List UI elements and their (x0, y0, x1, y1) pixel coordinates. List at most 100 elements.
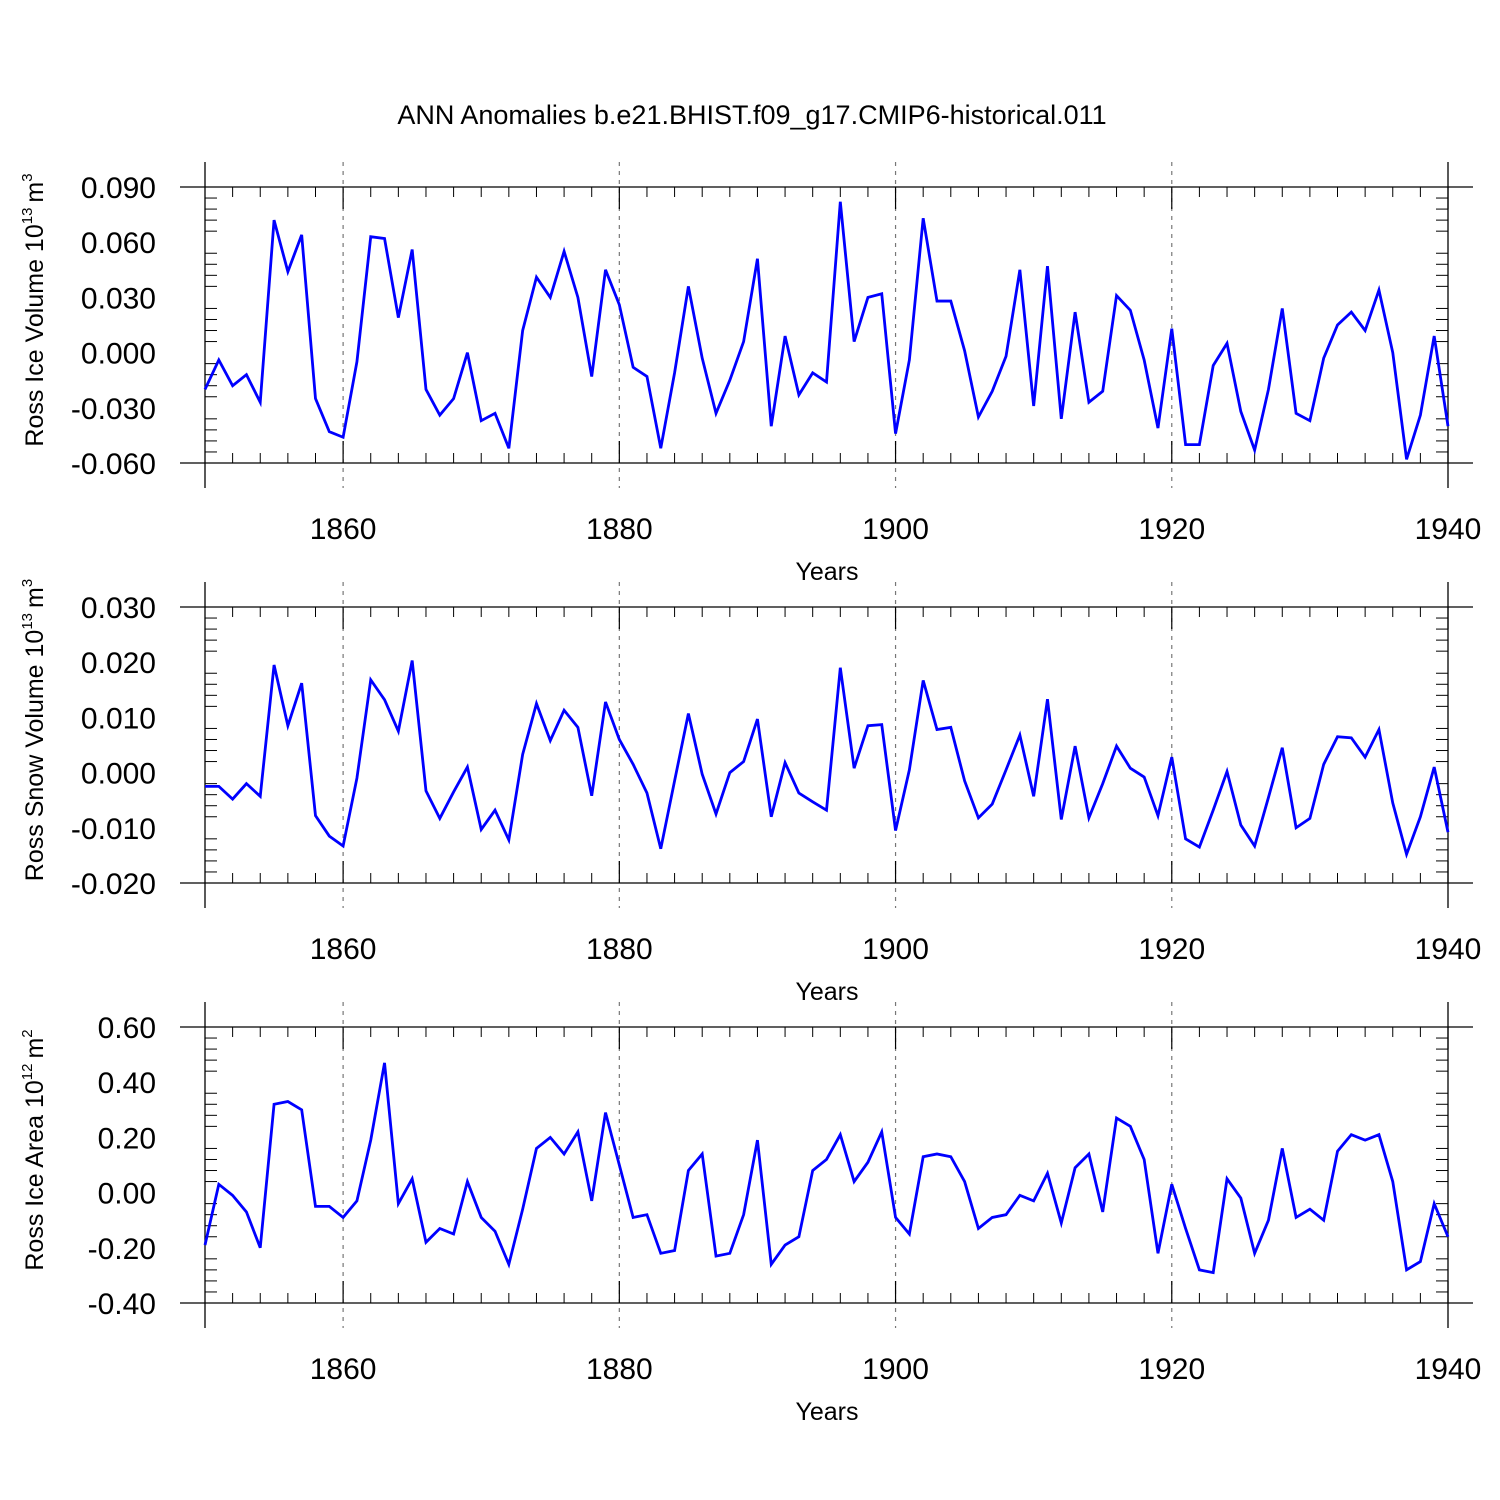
data-point (494, 412, 496, 414)
data-point (1005, 355, 1007, 357)
data-point (881, 723, 883, 725)
x-axis-label: Years (795, 1398, 858, 1426)
data-point (1212, 364, 1214, 366)
data-point (867, 296, 869, 298)
data-point (1364, 329, 1366, 331)
data-point (798, 394, 800, 396)
data-point (1392, 802, 1394, 804)
data-point (1184, 443, 1186, 445)
data-point (618, 304, 620, 306)
data-point (218, 1183, 220, 1185)
data-point (411, 659, 413, 661)
data-point (1253, 845, 1255, 847)
data-point (591, 795, 593, 797)
data-point (397, 1202, 399, 1204)
data-point (1240, 824, 1242, 826)
data-point (549, 296, 551, 298)
y-axis-unit-power: 3 (19, 579, 36, 587)
data-point (936, 728, 938, 730)
data-point (825, 1158, 827, 1160)
data-point (577, 726, 579, 728)
y-tick-label: -0.010 (71, 813, 156, 846)
y-axis-unit-base: 10 (21, 224, 49, 252)
data-point (922, 1156, 924, 1158)
y-tick-label: 0.40 (98, 1067, 156, 1100)
data-point (1226, 1178, 1228, 1180)
data-point (894, 829, 896, 831)
data-point (1198, 846, 1200, 848)
data-point (1350, 311, 1352, 313)
y-axis-unit-exponent: 13 (19, 613, 36, 630)
data-point (1046, 698, 1048, 700)
data-point (1060, 1222, 1062, 1224)
data-point (1019, 269, 1021, 271)
data-point (563, 709, 565, 711)
data-point (563, 1153, 565, 1155)
data-point (936, 1153, 938, 1155)
data-point (798, 1236, 800, 1238)
data-point (936, 300, 938, 302)
x-tick-label: 1900 (862, 933, 929, 966)
data-point (1212, 809, 1214, 811)
data-point (660, 848, 662, 850)
data-point (1143, 1158, 1145, 1160)
data-point (991, 803, 993, 805)
data-point (1060, 818, 1062, 820)
y-tick-label: -0.40 (88, 1288, 156, 1321)
data-point (1129, 1125, 1131, 1127)
y-tick-label: 0.20 (98, 1122, 156, 1155)
data-point (1198, 443, 1200, 445)
data-point (508, 839, 510, 841)
data-point (342, 1216, 344, 1218)
data-point (591, 375, 593, 377)
y-tick-label: -0.060 (71, 448, 156, 481)
data-point (1129, 309, 1131, 311)
data-point (1115, 1117, 1117, 1119)
series-line (203, 201, 1450, 460)
data-point (963, 1180, 965, 1182)
data-point (1088, 817, 1090, 819)
data-point (218, 359, 220, 361)
data-point (1336, 736, 1338, 738)
data-point (521, 329, 523, 331)
x-tick-label: 1860 (310, 1353, 377, 1386)
data-point (950, 726, 952, 728)
data-point (1419, 816, 1421, 818)
data-point (370, 1139, 372, 1141)
data-point (480, 419, 482, 421)
data-point (839, 1133, 841, 1135)
data-point (784, 335, 786, 337)
data-point (549, 1136, 551, 1138)
data-point (494, 1230, 496, 1232)
data-point (715, 412, 717, 414)
data-point (770, 425, 772, 427)
data-point (908, 359, 910, 361)
data-point (1336, 1150, 1338, 1152)
data-point (273, 219, 275, 221)
data-point (466, 1180, 468, 1182)
data-point (1171, 756, 1173, 758)
data-point (756, 718, 758, 720)
data-point (1267, 796, 1269, 798)
data-point (508, 1263, 510, 1265)
data-point (439, 1227, 441, 1229)
data-point (1405, 853, 1407, 855)
data-point (839, 201, 841, 203)
data-point (811, 1169, 813, 1171)
data-point (1253, 449, 1255, 451)
data-point (1267, 1219, 1269, 1221)
data-point (756, 1139, 758, 1141)
data-point (314, 1205, 316, 1207)
data-point (452, 791, 454, 793)
data-point (1364, 756, 1366, 758)
data-point (1143, 776, 1145, 778)
data-point (1171, 1183, 1173, 1185)
x-tick-label: 1920 (1138, 933, 1205, 966)
data-point (1032, 795, 1034, 797)
data-point (1046, 265, 1048, 267)
data-point (494, 809, 496, 811)
data-point (577, 1131, 579, 1133)
data-point (604, 269, 606, 271)
data-point (259, 795, 261, 797)
